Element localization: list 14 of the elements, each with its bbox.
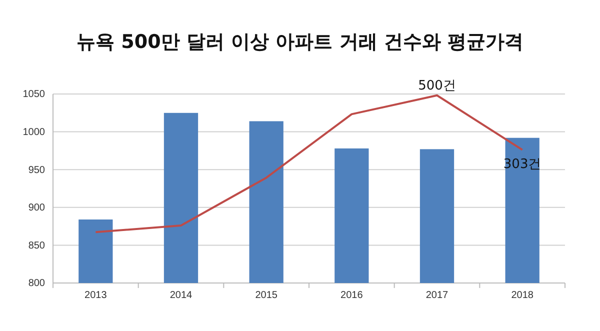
y-tick-label: 850 xyxy=(28,240,46,252)
x-tick-label: 2015 xyxy=(255,290,278,302)
x-tick-label: 2017 xyxy=(426,290,449,302)
x-tick-label: 2018 xyxy=(511,290,534,302)
y-tick-label: 900 xyxy=(28,202,46,214)
x-tick-label: 2014 xyxy=(170,290,193,302)
x-tick-label: 2016 xyxy=(340,290,364,302)
y-tick-label: 1050 xyxy=(22,89,46,100)
x-tick-label: 2013 xyxy=(84,290,108,302)
data-label: 500건 xyxy=(418,78,456,94)
chart-title: 뉴욕 500만 달러 이상 아파트 거래 건수와 평균가격 xyxy=(76,31,524,53)
y-tick-label: 800 xyxy=(28,278,46,290)
y-tick-label: 1000 xyxy=(22,127,46,138)
y-tick-label: 950 xyxy=(28,164,46,176)
